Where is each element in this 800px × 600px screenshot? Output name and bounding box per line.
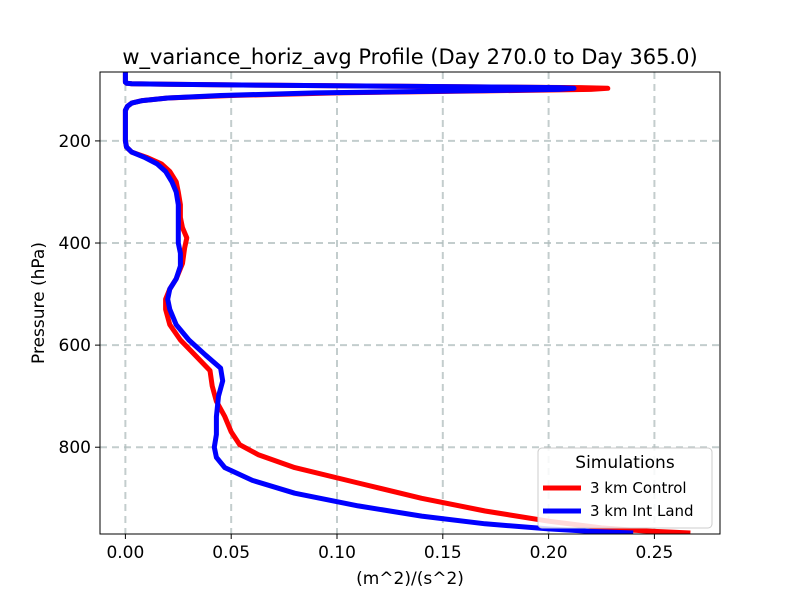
x-tick-label: 0.20	[530, 543, 568, 563]
legend-title: Simulations	[575, 453, 675, 473]
chart-title: w_variance_horiz_avg Profile (Day 270.0 …	[122, 45, 697, 70]
series-group	[122, 72, 691, 534]
y-tick-label: 800	[59, 438, 91, 458]
x-tick-label: 0.05	[212, 543, 250, 563]
x-tick-label: 0.10	[318, 543, 356, 563]
x-axis-label: (m^2)/(s^2)	[356, 569, 464, 589]
y-tick-label: 600	[59, 336, 91, 356]
series-layer	[122, 72, 691, 534]
grid	[100, 72, 720, 534]
legend-box	[537, 447, 713, 529]
series-line-int-land	[122, 72, 634, 534]
legend-label-int-land: 3 km Int Land	[590, 502, 694, 520]
legend: Simulations 3 km Control 3 km Int Land	[537, 447, 713, 529]
x-ticks: 0.00 0.05 0.10 0.15 0.20 0.25	[106, 534, 673, 563]
x-tick-label: 0.15	[424, 543, 462, 563]
y-ticks: 200 400 600 800	[59, 132, 100, 458]
x-tick-label: 0.00	[106, 543, 144, 563]
y-axis-label: Pressure (hPa)	[29, 242, 49, 364]
plot-frame	[99, 71, 721, 535]
legend-label-control: 3 km Control	[590, 479, 687, 497]
y-tick-label: 200	[59, 132, 91, 152]
x-tick-label: 0.25	[635, 543, 673, 563]
y-tick-label: 400	[59, 234, 91, 254]
